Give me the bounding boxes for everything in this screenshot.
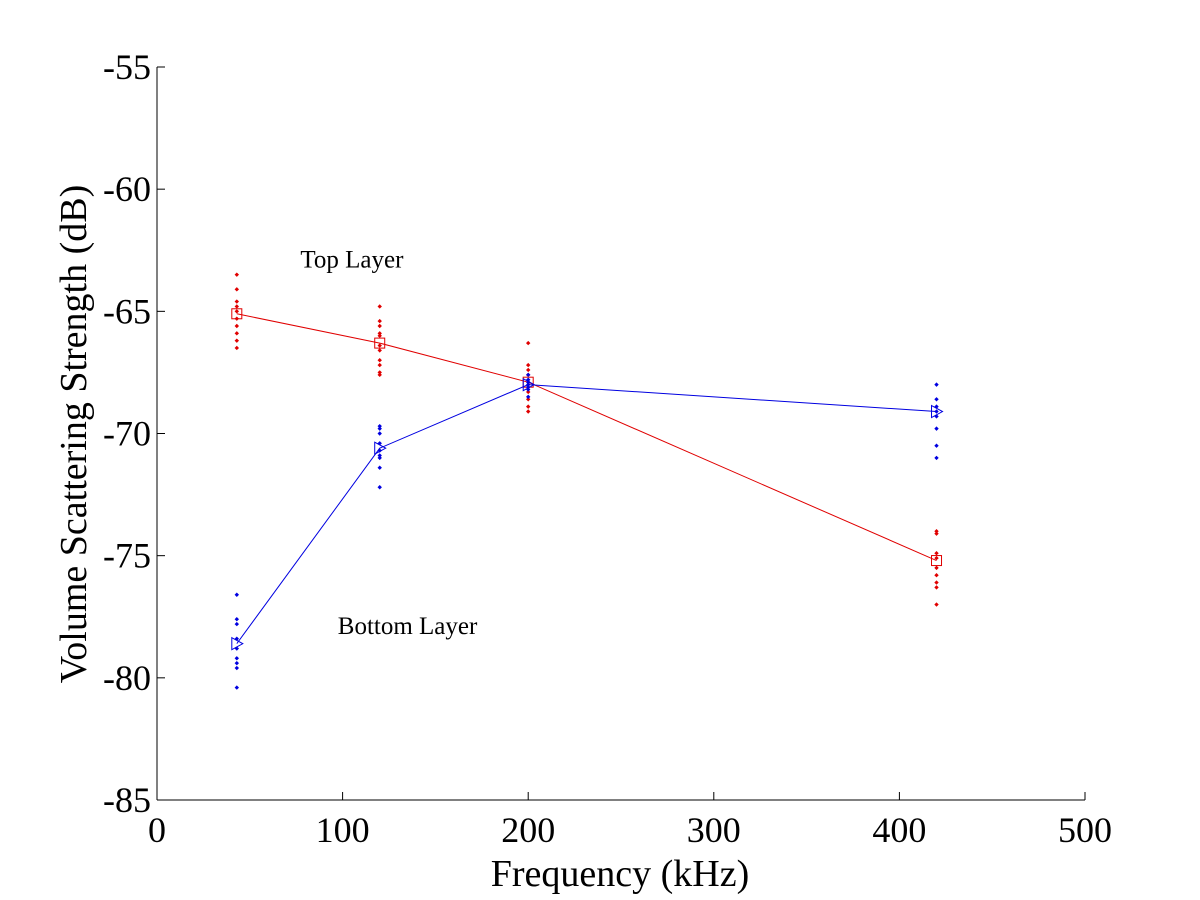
scatter-point (934, 602, 939, 607)
scatter-point (526, 394, 531, 400)
scatter-point (234, 309, 240, 314)
y-axis-title: Volume Scattering Strength (dB) (53, 185, 95, 684)
scatter-point (377, 331, 382, 336)
scatter-point (934, 551, 939, 556)
x-tick-label: 500 (1058, 810, 1112, 850)
scatter-point (234, 621, 240, 627)
scatter-point (526, 397, 531, 402)
scatter-point (377, 453, 382, 458)
mean-marker-square (374, 337, 386, 349)
scatter-point (377, 485, 382, 490)
scatter-point (377, 370, 382, 375)
scatter-point (934, 529, 939, 534)
scatter-point (526, 372, 531, 378)
scatter-point (377, 358, 382, 363)
scatter-point (377, 343, 382, 348)
scatter-point (526, 384, 531, 390)
y-tick-label: -80 (103, 658, 151, 698)
mean-marker-triangle (522, 377, 536, 392)
scatter-point (934, 382, 939, 387)
mean-marker-triangle (231, 636, 244, 651)
scatter-point (526, 389, 531, 395)
y-tick-label: -85 (103, 780, 151, 820)
y-tick-label: -65 (103, 291, 151, 331)
mean-marker-triangle (374, 441, 387, 456)
scatter-point (234, 338, 240, 343)
axes: 0 100 200 300 400 500 -85 -80 -75 -70 -65 -60 -55 (103, 47, 1112, 850)
scatter-point (526, 379, 531, 385)
scatter-point (377, 431, 382, 436)
x-tick-label: 100 (316, 810, 370, 850)
scatter-point (234, 660, 240, 666)
scatter-point (934, 426, 939, 431)
scatter-point (377, 372, 382, 378)
scatter-point (377, 304, 382, 309)
mean-marker-square (931, 555, 943, 567)
scatter-point (526, 409, 531, 414)
scatter-point (526, 340, 531, 346)
series-2 (231, 372, 944, 690)
scatter-point (934, 404, 939, 409)
scatter-point (377, 333, 382, 338)
scatter-point (934, 555, 939, 561)
scatter-point (934, 580, 939, 585)
x-tick-label: 200 (501, 810, 555, 850)
series-line (236, 384, 937, 644)
y-tick-label: -70 (103, 414, 151, 454)
x-tick-label: 300 (687, 810, 741, 850)
scatter-point (234, 331, 240, 336)
scatter-point (934, 397, 939, 402)
y-tick-label: -60 (103, 169, 151, 209)
mean-marker-square (231, 308, 243, 320)
scatter-point (934, 414, 939, 419)
scatter-point (234, 665, 240, 671)
scatter-point (234, 323, 240, 329)
scatter-point (234, 272, 240, 277)
y-tick-label: -75 (103, 536, 151, 576)
scatter-point (234, 345, 240, 351)
scatter-point (934, 565, 939, 571)
scatter-point (934, 573, 939, 578)
scatter-point (934, 455, 939, 461)
scatter-point (234, 299, 240, 304)
series-line (236, 313, 937, 562)
scatter-point (377, 455, 382, 461)
scatter-point (377, 465, 382, 470)
scatter-point (377, 348, 382, 353)
scatter-point (234, 616, 240, 622)
x-tick-label: 400 (872, 810, 926, 850)
x-tick-label: 0 (148, 810, 166, 850)
scatter-point (377, 318, 382, 324)
annotation-label: Bottom Layer (338, 613, 478, 640)
scatter-point (234, 287, 240, 292)
series-1 (231, 272, 943, 607)
scatter-point (526, 387, 531, 392)
scatter-point (234, 304, 240, 309)
scatter-point (526, 404, 531, 409)
scatter-point (526, 362, 531, 368)
scatter-point (234, 592, 240, 597)
scatter-point (526, 377, 531, 382)
scatter-point (377, 423, 382, 429)
series-layer (231, 272, 944, 690)
annotation-label: Top Layer (300, 246, 404, 273)
y-tick-label: -55 (103, 47, 151, 87)
scatter-point (234, 656, 240, 661)
scatter-point (934, 443, 939, 448)
mean-marker-triangle (931, 404, 944, 419)
scatter-point (234, 685, 240, 690)
scatter-point (526, 367, 531, 373)
annotations: Top Layer Bottom Layer (300, 246, 478, 640)
scatter-point (377, 426, 382, 431)
scatter-point (377, 323, 382, 329)
scatter-point (377, 362, 382, 368)
scatter-point (934, 585, 939, 590)
x-axis-title: Frequency (kHz) (491, 853, 750, 895)
scatter-point (934, 531, 939, 536)
